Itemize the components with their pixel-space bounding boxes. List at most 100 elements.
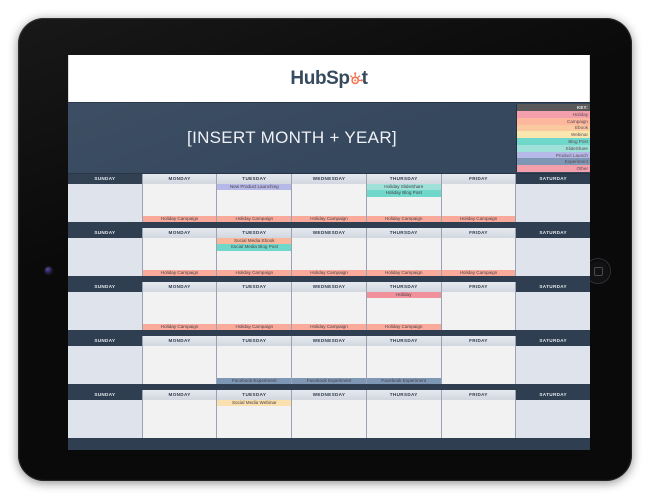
cell-spacer (292, 238, 366, 270)
day-cell[interactable]: Social Media Ebook Social Media Blog Post… (217, 238, 293, 276)
cell-spacer (143, 346, 217, 384)
calendar-week: SUNDAY MONDAY TUESDAY WEDNESDAY THURSDAY FRID… (68, 336, 590, 390)
calendar-event[interactable]: Holiday Campaign (217, 323, 292, 330)
calendar-event[interactable]: Facebook Experiment (217, 377, 292, 384)
day-header-row: SUNDAY MONDAY TUESDAY WEDNESDAY THURSDAY FRID… (68, 174, 590, 184)
day-cell[interactable]: Holiday Campaign (142, 292, 218, 330)
day-cell[interactable] (68, 346, 143, 384)
day-cell[interactable] (516, 238, 590, 276)
day-header-thursday: THURSDAY (366, 390, 442, 400)
day-cell[interactable]: Social Media Webinar (217, 400, 293, 438)
calendar-event[interactable]: Holiday Campaign (292, 269, 366, 276)
calendar-event[interactable]: Social Media Ebook (217, 238, 292, 245)
calendar-event[interactable]: Facebook Experiment (292, 377, 366, 384)
cell-spacer (68, 238, 142, 276)
day-cell[interactable]: Holiday SlideShare Holiday Blog Post Holid… (366, 184, 442, 222)
day-cell[interactable] (366, 400, 442, 438)
calendar-event[interactable]: Social Media Webinar (217, 400, 292, 407)
day-cell[interactable]: Facebook Experiment (292, 346, 367, 384)
calendar-event[interactable]: New Product Launching (217, 184, 292, 191)
day-header-row: SUNDAY MONDAY TUESDAY WEDNESDAY THURSDAY FRID… (68, 390, 590, 400)
day-cell[interactable]: Holiday Campaign (366, 238, 442, 276)
calendar-event[interactable]: Holiday SlideShare (366, 184, 441, 191)
day-cell[interactable] (142, 346, 218, 384)
calendar-event[interactable]: Holiday Campaign (366, 215, 441, 222)
cell-spacer (143, 238, 217, 270)
day-cell[interactable] (516, 292, 590, 330)
calendar-event[interactable]: Holiday Campaign (292, 323, 366, 330)
tablet-screen: HubSp t (68, 55, 590, 450)
day-cell[interactable] (516, 346, 590, 384)
day-cell[interactable] (68, 238, 143, 276)
day-cell[interactable]: Holiday Campaign (292, 238, 367, 276)
cell-spacer (292, 400, 366, 438)
day-header-friday: FRIDAY (441, 282, 517, 292)
day-header-tuesday: TUESDAY (217, 228, 293, 238)
legend-item-label: Campaign (567, 118, 588, 124)
day-cell[interactable]: Holiday Campaign (142, 184, 218, 222)
day-header-thursday: THURSDAY (366, 228, 442, 238)
day-cell[interactable] (292, 400, 367, 438)
day-cell-row: Social Media Webinar (68, 400, 590, 438)
calendar-event[interactable]: Holiday Blog Post (366, 190, 441, 197)
app-header: HubSp t (68, 55, 590, 102)
day-header-wednesday: WEDNESDAY (292, 174, 367, 184)
calendar-event[interactable]: Holiday Campaign (142, 215, 217, 222)
day-header-friday: FRIDAY (441, 336, 517, 346)
day-cell[interactable]: Holiday Campaign (142, 238, 218, 276)
legend-item: Blog Post (517, 138, 590, 145)
calendar-week: SUNDAY MONDAY TUESDAY WEDNESDAY THURSDAY FRID… (68, 174, 590, 228)
day-cell[interactable] (68, 400, 143, 438)
calendar-event[interactable]: Holiday Campaign (217, 215, 292, 222)
calendar-event[interactable]: Holiday Campaign (441, 269, 516, 276)
day-cell[interactable]: Holiday Campaign (292, 292, 367, 330)
day-cell[interactable]: Holiday Holiday Campaign (366, 292, 442, 330)
calendar-event[interactable]: Holiday Campaign (366, 269, 441, 276)
cell-spacer (217, 251, 291, 270)
cell-spacer (68, 292, 142, 330)
day-header-thursday: THURSDAY (366, 282, 442, 292)
day-header-wednesday: WEDNESDAY (292, 228, 367, 238)
legend-item: Product Launch (517, 151, 590, 159)
legend-item-label: SlideShare (565, 145, 588, 151)
calendar-event[interactable]: Holiday Campaign (366, 323, 441, 330)
cell-spacer (217, 190, 291, 215)
day-cell[interactable] (68, 292, 143, 330)
calendar-event[interactable]: Holiday Campaign (441, 215, 516, 222)
legend-heading: KEY: (517, 104, 590, 111)
legend-item: Experiment (517, 158, 590, 166)
legend-item-label: Blog Post (568, 139, 588, 145)
day-header-sunday: SUNDAY (68, 174, 143, 184)
day-cell[interactable]: Holiday Campaign (441, 238, 517, 276)
calendar-event[interactable]: Facebook Experiment (366, 377, 441, 384)
day-cell[interactable]: Facebook Experiment (366, 346, 442, 384)
cell-spacer (367, 346, 441, 378)
calendar-event[interactable]: Holiday Campaign (292, 215, 366, 222)
cell-spacer (442, 238, 516, 270)
day-cell[interactable]: Holiday Campaign (292, 184, 367, 222)
calendar-event[interactable]: Holiday Campaign (142, 323, 217, 330)
calendar-event[interactable]: Holiday (366, 292, 441, 299)
calendar-event[interactable]: Holiday Campaign (217, 269, 292, 276)
day-cell[interactable] (441, 292, 517, 330)
cell-spacer (442, 346, 516, 384)
day-cell[interactable] (516, 400, 590, 438)
day-cell[interactable]: Holiday Campaign (217, 292, 293, 330)
cell-spacer (367, 400, 441, 438)
day-cell[interactable]: Holiday Campaign (441, 184, 517, 222)
day-cell[interactable]: New Product Launching Holiday Campaign (217, 184, 293, 222)
cell-spacer (442, 184, 516, 216)
day-cell[interactable] (516, 184, 590, 222)
legend-key: KEY: Holiday Campaign Ebook Webinar Blog Pos… (516, 104, 590, 173)
day-cell[interactable] (441, 400, 517, 438)
day-cell[interactable] (68, 184, 143, 222)
day-cell[interactable] (142, 400, 218, 438)
day-header-friday: FRIDAY (441, 228, 517, 238)
cell-spacer (217, 346, 291, 378)
calendar-week: SUNDAY MONDAY TUESDAY WEDNESDAY THURSDAY FRID… (68, 228, 590, 282)
calendar-event[interactable]: Holiday Campaign (142, 269, 217, 276)
cell-spacer (516, 400, 590, 438)
calendar-event[interactable]: Social Media Blog Post (217, 244, 292, 251)
day-cell[interactable] (441, 346, 517, 384)
day-cell[interactable]: Facebook Experiment (217, 346, 293, 384)
